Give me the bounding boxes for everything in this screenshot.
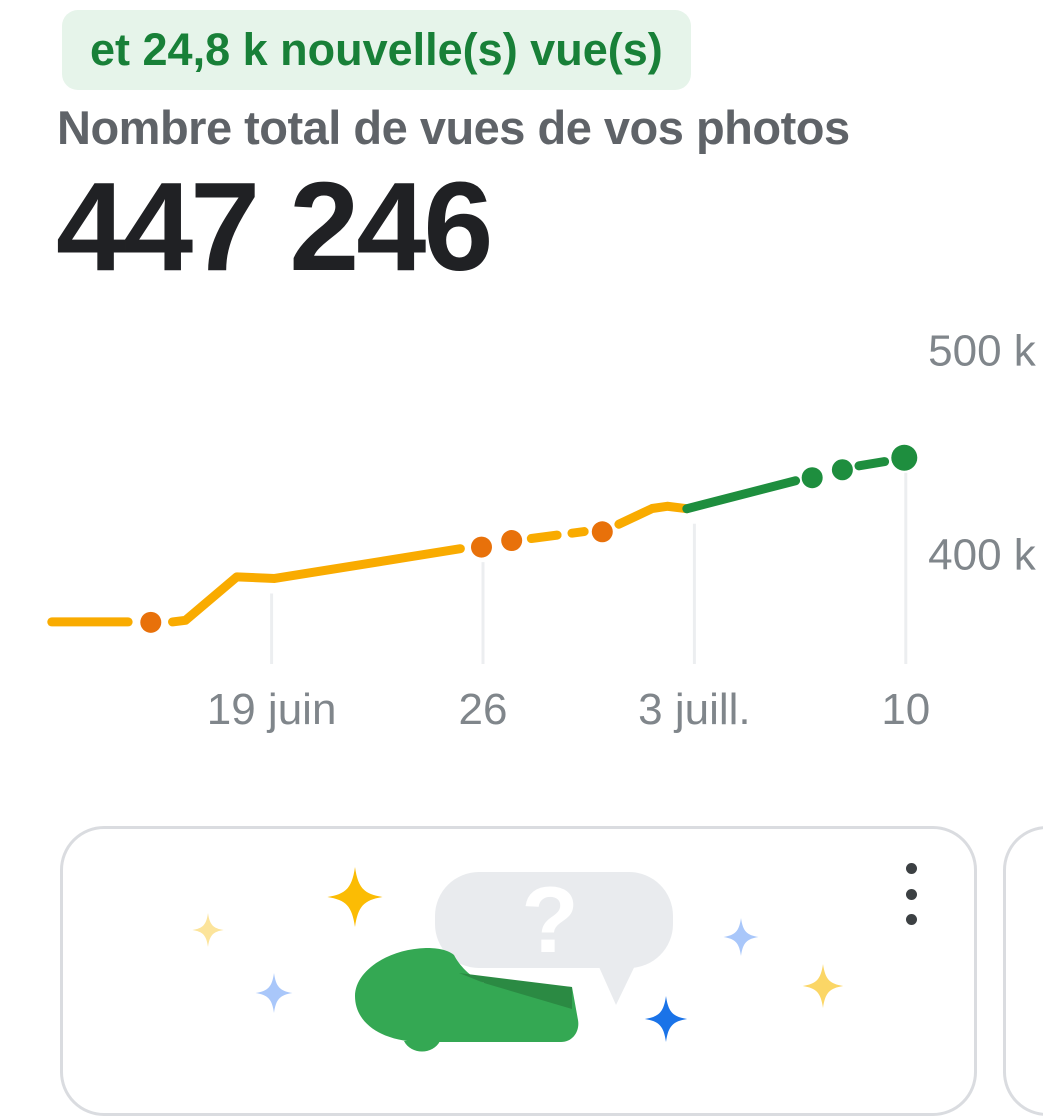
data-point-dot bbox=[891, 444, 918, 471]
chat-bubbles-illustration: ? bbox=[192, 867, 844, 1052]
question-mark: ? bbox=[521, 867, 578, 972]
data-point-dot bbox=[591, 521, 613, 543]
trend-line-segment bbox=[526, 527, 589, 543]
green-chat-bubble-icon bbox=[355, 948, 579, 1042]
x-tick-label: 10 bbox=[881, 685, 930, 734]
data-point-dot bbox=[140, 611, 162, 633]
quiz-card[interactable]: ? bbox=[60, 826, 977, 1116]
trend-line-segment bbox=[682, 476, 801, 514]
stat-title: Nombre total de vues de vos photos bbox=[57, 101, 850, 154]
total-views-value: 447 246 bbox=[56, 156, 493, 297]
next-card-edge[interactable] bbox=[1003, 826, 1043, 1116]
data-point-dot bbox=[831, 459, 853, 481]
x-tick-label: 19 juin bbox=[207, 685, 337, 734]
sparkle-icon bbox=[723, 918, 759, 956]
trend-line-segment bbox=[168, 544, 465, 627]
kebab-menu-icon[interactable] bbox=[894, 863, 928, 925]
sparkle-icon bbox=[802, 964, 844, 1008]
y-tick-label: 400 k bbox=[928, 530, 1037, 579]
new-views-badge: et 24,8 k nouvelle(s) vue(s) bbox=[62, 10, 691, 90]
x-tick-label: 3 juill. bbox=[638, 685, 751, 734]
question-bubble-icon bbox=[435, 872, 673, 968]
views-line-chart: 19 juin 26 3 juill. 10 500 k 400 k bbox=[47, 326, 1037, 734]
x-tick-label: 26 bbox=[459, 685, 508, 734]
trend-line-segment bbox=[614, 501, 692, 529]
photo-views-stats-page: { "badge": { "label": "et 24,8 k nouvell… bbox=[47, 10, 1043, 1116]
sparkle-icon bbox=[327, 867, 383, 927]
y-tick-label: 500 k bbox=[928, 326, 1037, 375]
green-bubble-fold bbox=[459, 973, 572, 1009]
sparkle-icon bbox=[192, 913, 224, 947]
trend-line-segment bbox=[854, 457, 890, 471]
green-chat-bubble-tail-icon bbox=[404, 1041, 440, 1052]
sparkle-icon bbox=[255, 973, 293, 1013]
data-point-dot bbox=[801, 467, 823, 489]
data-point-dot bbox=[501, 530, 523, 552]
data-point-dot bbox=[470, 536, 492, 558]
sparkle-icon bbox=[644, 996, 688, 1042]
